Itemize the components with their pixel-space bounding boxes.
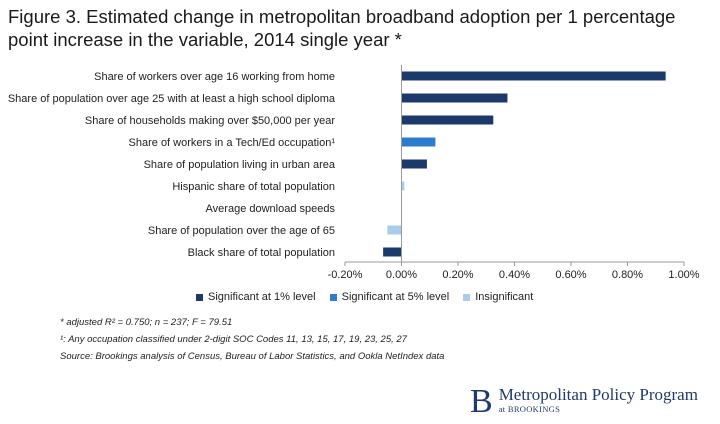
legend-item-insig: Insignificant — [463, 291, 533, 303]
legend-swatch-insig — [463, 293, 471, 301]
category-label: Black share of total population — [188, 247, 335, 259]
bar-chart: Share of workers over age 16 working fro… — [8, 65, 700, 281]
bar — [401, 115, 494, 125]
category-label: Share of workers in a Tech/Ed occupation… — [129, 137, 336, 149]
brookings-logo: B Metropolitan Policy Program at BROOKIN… — [470, 383, 698, 420]
bar — [401, 137, 436, 147]
bar — [383, 247, 402, 257]
bar — [387, 225, 402, 235]
brand-name: Metropolitan Policy Program — [498, 385, 698, 404]
chart-legend: Significant at 1% level Significant at 5… — [196, 291, 533, 303]
footnotes: * adjusted R² = 0.750; n = 237; F = 79.5… — [60, 314, 444, 365]
bar — [401, 71, 666, 81]
category-label: Hispanic share of total population — [172, 181, 335, 193]
x-tick-label: 0.60% — [555, 269, 586, 281]
x-tick-label: -0.20% — [328, 269, 363, 281]
legend-swatch-sig5 — [329, 293, 337, 301]
x-tick-label: 0.20% — [442, 269, 473, 281]
category-label: Share of population over age 25 with at … — [8, 93, 336, 105]
bar — [401, 159, 427, 169]
legend-label-sig1: Significant at 1% level — [208, 291, 316, 303]
category-label: Share of workers over age 16 working fro… — [94, 71, 335, 83]
category-label: Share of population living in urban area — [144, 159, 336, 171]
legend-swatch-sig1 — [196, 293, 203, 301]
legend-item-sig1: Significant at 1% level — [196, 291, 316, 303]
bar — [401, 181, 405, 191]
category-label: Share of households making over $50,000 … — [85, 115, 335, 127]
legend-label-insig: Insignificant — [475, 291, 534, 303]
footnote-stats: * adjusted R² = 0.750; n = 237; F = 79.5… — [60, 317, 233, 328]
x-tick-label: 0.40% — [499, 269, 530, 281]
brookings-b-icon: B — [470, 383, 493, 420]
category-label: Share of population over the age of 65 — [148, 225, 335, 237]
x-tick-label: 0.80% — [612, 269, 643, 281]
bar — [401, 93, 508, 103]
x-tick-label: 1.00% — [668, 269, 699, 281]
brand-sub: at BROOKINGS — [498, 404, 561, 414]
legend-label-sig5: Significant at 5% level — [341, 291, 450, 303]
legend-item-sig5: Significant at 5% level — [329, 291, 450, 303]
x-tick-label: 0.00% — [386, 269, 417, 281]
footnote-source: Source: Brookings analysis of Census, Bu… — [60, 351, 445, 362]
chart-title: Figure 3. Estimated change in metropolit… — [8, 6, 676, 50]
footnote-occupation: ¹: Any occupation classified under 2-dig… — [60, 334, 407, 345]
category-label: Average download speeds — [206, 203, 336, 215]
